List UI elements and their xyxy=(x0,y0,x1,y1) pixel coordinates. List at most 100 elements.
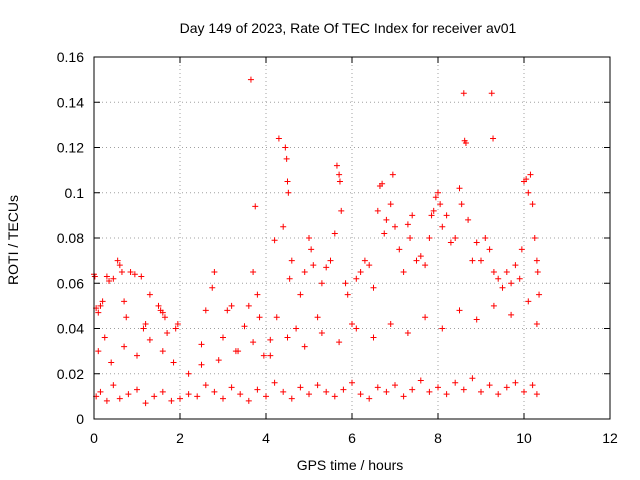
data-point xyxy=(103,273,110,280)
data-point xyxy=(435,189,441,196)
data-point xyxy=(349,379,355,386)
data-point xyxy=(336,171,343,178)
data-point xyxy=(370,284,377,291)
data-point xyxy=(387,201,394,208)
data-point xyxy=(529,382,536,389)
data-point xyxy=(486,382,493,389)
data-point xyxy=(202,307,209,314)
data-point xyxy=(125,391,132,398)
data-point xyxy=(237,391,244,398)
data-point xyxy=(521,388,527,395)
data-point xyxy=(486,246,493,253)
data-point xyxy=(159,348,166,355)
data-point xyxy=(174,320,181,327)
data-point xyxy=(95,309,102,316)
data-point xyxy=(409,386,416,393)
data-point xyxy=(254,291,261,298)
data-point xyxy=(482,235,489,241)
data-point xyxy=(314,314,321,321)
data-point xyxy=(202,382,209,389)
data-point xyxy=(151,393,158,400)
data-point xyxy=(413,257,420,264)
data-point xyxy=(99,298,106,305)
data-point xyxy=(465,216,472,223)
data-point xyxy=(531,235,538,241)
data-point xyxy=(478,388,484,395)
data-point xyxy=(108,359,115,366)
x-tick-label: 8 xyxy=(434,430,442,446)
data-point xyxy=(512,262,519,269)
data-point xyxy=(282,144,289,151)
x-axis-label: GPS time / hours xyxy=(297,457,404,473)
data-point xyxy=(503,268,510,275)
data-point xyxy=(271,379,278,386)
data-point xyxy=(211,388,218,395)
data-point xyxy=(177,395,183,402)
data-point xyxy=(211,268,218,275)
data-point xyxy=(473,316,480,323)
data-point xyxy=(495,275,502,282)
data-point xyxy=(110,382,117,389)
chart-title: Day 149 of 2023, Rate Of TEC Index for r… xyxy=(180,20,517,36)
data-point xyxy=(508,311,515,318)
y-tick-labels: 0 0.02 0.04 0.06 0.08 0.1 0.12 0.14 0.16 xyxy=(57,49,84,427)
data-point xyxy=(437,201,444,208)
data-point xyxy=(392,382,398,389)
y-tick-label: 0.02 xyxy=(57,366,84,382)
data-point xyxy=(400,268,407,275)
data-point xyxy=(134,352,140,359)
data-point xyxy=(140,325,147,332)
data-point xyxy=(250,268,257,275)
data-point xyxy=(209,284,216,291)
data-point xyxy=(284,178,291,185)
data-point xyxy=(426,388,433,395)
data-point xyxy=(344,291,351,298)
y-tick-label: 0 xyxy=(76,411,84,427)
data-point xyxy=(529,201,536,208)
data-point xyxy=(323,388,330,395)
data-point xyxy=(469,257,476,264)
data-point xyxy=(456,307,463,314)
data-point xyxy=(273,314,280,321)
data-point xyxy=(118,268,125,275)
data-point xyxy=(260,352,267,359)
data-point xyxy=(254,386,261,393)
x-tick-label: 6 xyxy=(348,430,356,446)
y-tick-label: 0.12 xyxy=(57,140,84,156)
data-point xyxy=(435,384,441,391)
data-point xyxy=(323,264,330,271)
y-tick-label: 0.06 xyxy=(57,275,84,291)
data-point xyxy=(297,291,304,298)
data-point xyxy=(159,388,166,395)
data-point xyxy=(428,212,435,219)
data-point xyxy=(116,262,123,269)
data-point xyxy=(392,223,398,230)
data-point xyxy=(460,90,467,97)
axis-ticks xyxy=(93,56,611,420)
data-point xyxy=(490,302,497,309)
data-point xyxy=(280,388,287,395)
data-point xyxy=(283,155,290,162)
data-point xyxy=(536,291,543,298)
data-point xyxy=(250,339,257,346)
data-point xyxy=(512,379,519,386)
data-point xyxy=(164,330,171,337)
data-point xyxy=(417,253,424,260)
data-point xyxy=(301,343,308,350)
data-point xyxy=(232,348,239,355)
data-point xyxy=(381,230,388,237)
data-point xyxy=(439,223,446,230)
data-point xyxy=(146,336,153,343)
data-point xyxy=(263,393,269,400)
data-point xyxy=(379,180,386,187)
data-point xyxy=(327,257,334,264)
y-tick-label: 0.14 xyxy=(57,94,84,110)
data-point xyxy=(318,280,325,287)
data-point xyxy=(123,314,130,321)
data-point xyxy=(301,268,308,275)
data-point xyxy=(314,382,321,389)
data-point xyxy=(370,334,377,341)
data-point xyxy=(374,207,381,214)
data-point xyxy=(247,76,254,83)
